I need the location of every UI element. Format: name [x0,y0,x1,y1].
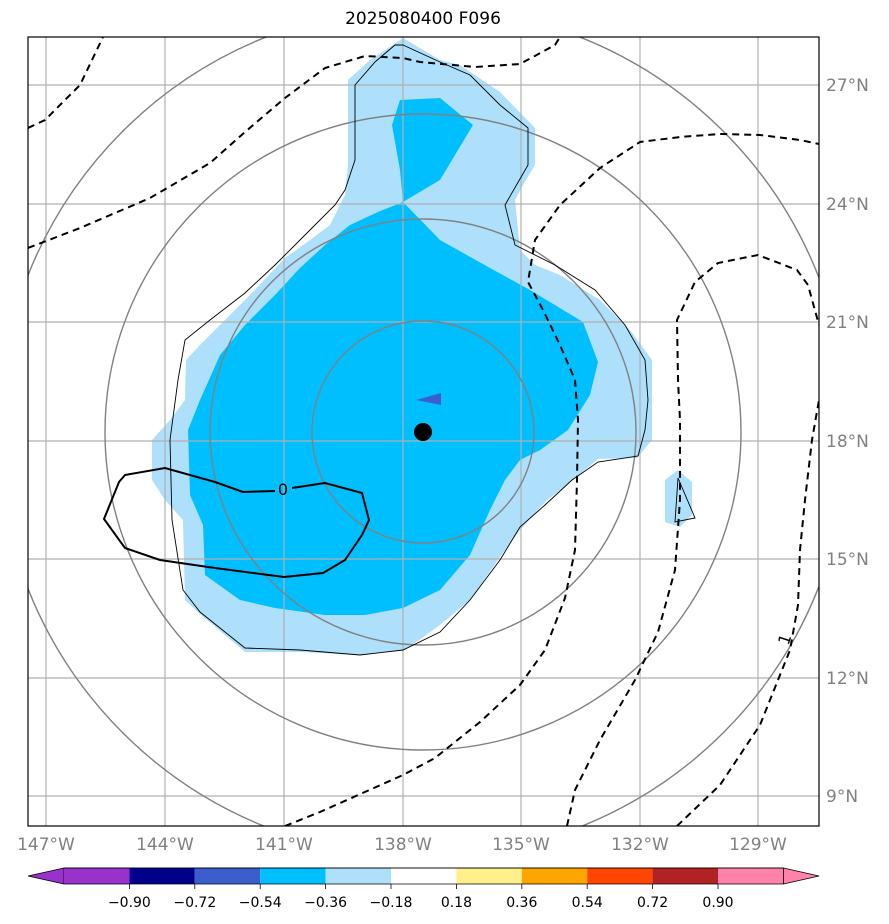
latitude-tick-labels: 27°N 24°N 21°N 18°N 15°N 12°N 9°N [826,76,869,807]
colorbar-tick-label: −0.18 [370,895,413,911]
anomaly-fill-royal-blue [416,393,441,405]
lon-tick-label: 132°W [611,835,669,855]
colorbar-segment [260,868,326,884]
colorbar-segment [521,868,588,884]
lon-tick-label: 138°W [374,835,432,855]
map-plot-area: 0 1 [28,37,819,826]
colorbar-ticks [128,884,719,889]
map-frame [27,36,820,827]
storm-center-marker [414,423,432,441]
anomaly-fill-cyan-north [392,98,473,202]
lat-tick-label: 21°N [826,313,869,333]
thin-contour-east [674,477,696,523]
lat-tick-label: 27°N [826,76,869,96]
colorbar-segment [456,868,522,884]
anomaly-fill-light-blue-east [665,470,692,527]
lat-tick-label: 24°N [826,195,869,215]
colorbar-segment [64,868,130,884]
colorbar-tick-label: 0.18 [441,895,472,911]
colorbar-tick-label: −0.54 [239,895,282,911]
colorbar-tick-label: 0.36 [506,895,537,911]
lon-tick-label: 147°W [17,835,75,855]
thin-contour [169,44,649,656]
anomaly-fill-cyan [188,202,598,615]
lat-tick-label: 9°N [826,787,858,807]
colorbar-tick-label: 0.54 [572,895,603,911]
colorbar-segment [587,868,653,884]
colorbar-tick-labels: −0.90 −0.72 −0.54 −0.36 −0.18 0.18 0.36 … [108,895,734,911]
colorbar-segment [325,868,391,884]
zero-contour [102,466,371,579]
gridlines [28,37,819,826]
range-rings [28,37,819,826]
colorbar-segment [194,868,261,884]
contour-label-zero: 0 [278,480,288,499]
colorbar: −0.90 −0.72 −0.54 −0.36 −0.18 0.18 0.36 … [27,867,820,911]
lat-tick-label: 18°N [826,432,869,452]
colorbar-extend-max [783,867,820,885]
colorbar-segment [718,868,784,884]
colorbar-tick-label: −0.36 [304,895,347,911]
colorbar-segment [391,868,457,884]
map-title: 2025080400 F096 [345,9,501,29]
lon-tick-label: 135°W [492,835,550,855]
lat-tick-label: 12°N [826,669,869,689]
colorbar-tick-label: 0.90 [702,895,733,911]
longitude-tick-labels: 147°W 144°W 141°W 138°W 135°W 132°W 129°… [17,835,787,855]
colorbar-extend-min [27,867,65,885]
colorbar-tick-label: −0.90 [108,895,151,911]
lon-tick-label: 141°W [255,835,313,855]
dashed-contours [28,37,819,826]
lon-tick-label: 144°W [136,835,194,855]
colorbar-segment [652,868,718,884]
lon-tick-label: 129°W [729,835,787,855]
lat-tick-label: 15°N [826,550,869,570]
colorbar-tick-label: −0.72 [173,895,216,911]
colorbar-segment [129,868,195,884]
colorbar-tick-label: 0.72 [637,895,668,911]
